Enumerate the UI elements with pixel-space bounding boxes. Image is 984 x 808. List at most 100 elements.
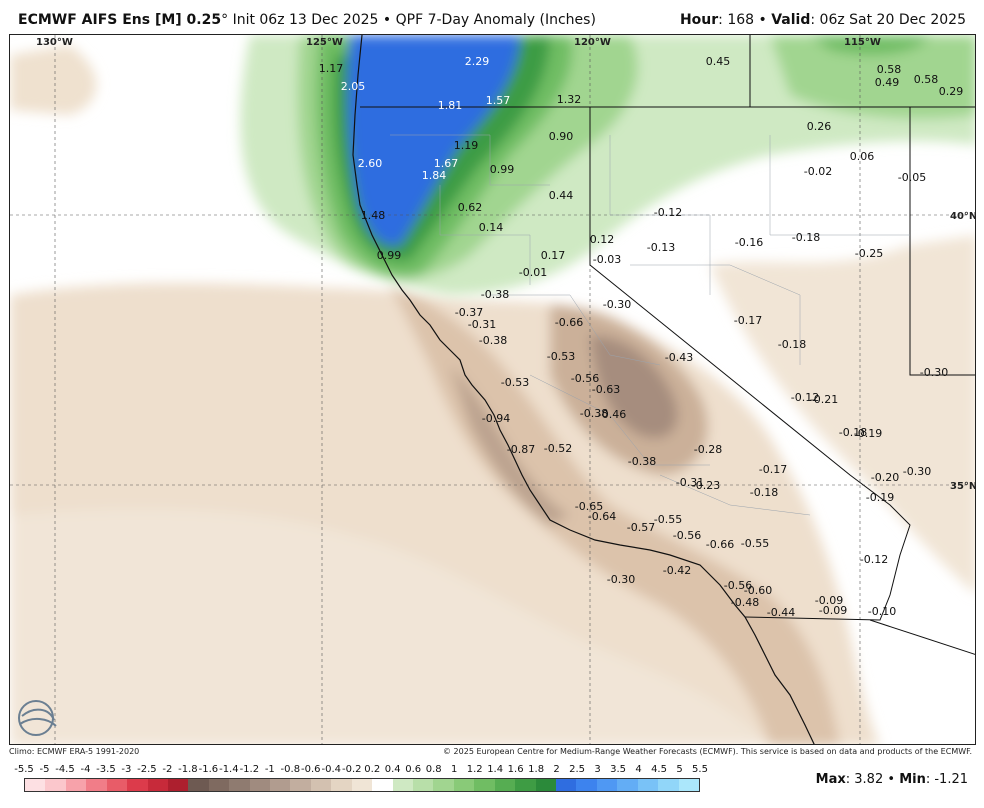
- colorbar-swatch: [494, 779, 516, 791]
- value-label: -0.12: [654, 206, 682, 219]
- colorbar-tick-label: -1.6: [198, 764, 219, 775]
- colorbar-swatch: [208, 779, 230, 791]
- value-label: -0.20: [871, 471, 899, 484]
- lon-label-125: 125°W: [306, 37, 343, 48]
- colorbar-swatch: [127, 779, 148, 791]
- value-label: -0.19: [866, 491, 894, 504]
- value-label: -0.60: [744, 584, 772, 597]
- colorbar-swatch: [351, 779, 373, 791]
- value-label: 0.26: [807, 120, 832, 133]
- value-label: -0.13: [647, 241, 675, 254]
- value-label: -0.48: [731, 596, 759, 609]
- colorbar-tick-label: 0.6: [405, 764, 422, 775]
- value-label: 1.57: [486, 94, 511, 107]
- colorbar-tick-label: 0.2: [364, 764, 381, 775]
- value-label: -0.23: [692, 479, 720, 492]
- value-label: -0.16: [735, 236, 763, 249]
- degree-sign: °: [221, 12, 229, 28]
- colorbar-tick-label: -0.2: [341, 764, 362, 775]
- value-label: -0.56: [724, 579, 752, 592]
- dry-anomaly-shading: [10, 45, 975, 744]
- value-label: 0.17: [541, 249, 566, 262]
- value-label: -0.30: [603, 298, 631, 311]
- max-value: : 3.82: [845, 772, 884, 787]
- colorbar-tick-label: 2: [553, 764, 560, 775]
- colorbar-swatch: [106, 779, 128, 791]
- colorbar-swatch: [392, 779, 414, 791]
- colorbar-swatch: [45, 779, 66, 791]
- value-label: -0.56: [673, 529, 701, 542]
- map-header: ECMWF AIFS Ens [M] 0.25° Init 06z 13 Dec…: [0, 0, 984, 34]
- colorbar-tick-label: -3: [121, 764, 132, 775]
- value-label: 0.45: [706, 55, 731, 68]
- value-label: 1.48: [361, 209, 386, 222]
- value-label: -0.30: [920, 366, 948, 379]
- county-boundaries: [390, 134, 910, 516]
- colorbar-swatch: [576, 779, 597, 791]
- value-label: -0.31: [676, 476, 704, 489]
- value-label: -0.43: [665, 351, 693, 364]
- stats-separator: •: [887, 772, 896, 787]
- value-label: -0.18: [778, 338, 806, 351]
- lon-label-130: 130°W: [36, 37, 73, 48]
- colorbar-swatch: [372, 779, 393, 791]
- value-label: -0.37: [455, 306, 483, 319]
- value-label: -0.44: [767, 606, 795, 619]
- lat-label-35: 35°N: [950, 481, 976, 492]
- value-label: -0.12: [791, 391, 819, 404]
- colorbar-swatch: [596, 779, 618, 791]
- value-label: 0.14: [479, 221, 504, 234]
- value-label: -0.53: [547, 350, 575, 363]
- colorbar-swatch: [535, 779, 556, 791]
- value-label: 0.99: [490, 163, 515, 176]
- value-labels: 1.172.052.291.571.81 1.320.450.580.49 0.58…: [319, 55, 964, 619]
- colorbar-swatch: [25, 779, 46, 791]
- colorbar-tick-label: -4.5: [55, 764, 75, 775]
- value-label: 0.58: [914, 73, 939, 86]
- value-label: -0.42: [663, 564, 691, 577]
- colorbar-swatch: [453, 779, 475, 791]
- wet-anomaly-shading: [240, 35, 975, 295]
- colorbar-tick-label: -1: [264, 764, 275, 775]
- value-label: -0.38: [628, 455, 656, 468]
- max-min-stats: Max: 3.82 • Min: -1.21: [816, 772, 968, 787]
- colorbar-swatch: [658, 779, 679, 791]
- value-label: -0.10: [868, 605, 896, 618]
- value-label: -0.64: [588, 510, 616, 523]
- value-label: 0.62: [458, 201, 483, 214]
- value-label: -0.38: [479, 334, 507, 347]
- colorbar-tick-label: 1.8: [528, 764, 545, 775]
- colorbar-swatch: [229, 779, 250, 791]
- value-label: -0.17: [734, 314, 762, 327]
- max-label: Max: [815, 772, 846, 787]
- value-label: -0.30: [903, 465, 931, 478]
- state-boundaries: [360, 35, 975, 655]
- colorbar-tick-label: 4.5: [651, 764, 667, 775]
- colorbar-tick-label: -4: [80, 764, 91, 775]
- value-label: -0.66: [706, 538, 734, 551]
- colorbar-swatch: [65, 779, 87, 791]
- value-label: -0.21: [810, 393, 838, 406]
- value-label: -0.31: [468, 318, 496, 331]
- value-label: -0.56: [571, 372, 599, 385]
- colorbar-swatch: [188, 779, 209, 791]
- value-label: 1.84: [422, 169, 447, 182]
- value-label: -0.18: [750, 486, 778, 499]
- value-label: -0.02: [804, 165, 832, 178]
- colorbar-tick-label: 1.6: [507, 764, 524, 775]
- colorbar-tick-label: -2.5: [137, 764, 157, 775]
- ecmwf-credit: © 2025 European Centre for Medium-Range …: [443, 747, 972, 756]
- colorbar-tick-label: -3.5: [96, 764, 116, 775]
- init-time: Init 06z 13 Dec 2025: [232, 12, 379, 28]
- value-label: -0.55: [654, 513, 682, 526]
- value-label: -0.09: [819, 604, 847, 617]
- value-label: -0.19: [854, 427, 882, 440]
- colorbar-ticks: -5.5 -5 -4.5 -4 -3.5 -3 -2.5 -2 -1.8 -1.6 -1.4 -1.2…: [14, 764, 708, 778]
- header-left: ECMWF AIFS Ens [M] 0.25° Init 06z 13 Dec…: [18, 12, 596, 28]
- colorbar-tick-label: 0.4: [384, 764, 401, 775]
- colorbar-swatch: [331, 779, 352, 791]
- colorbar-tick-label: -2: [162, 764, 173, 775]
- value-label: 0.12: [590, 233, 615, 246]
- colorbar-tick-label: 5: [676, 764, 683, 775]
- value-label: 2.29: [465, 55, 490, 68]
